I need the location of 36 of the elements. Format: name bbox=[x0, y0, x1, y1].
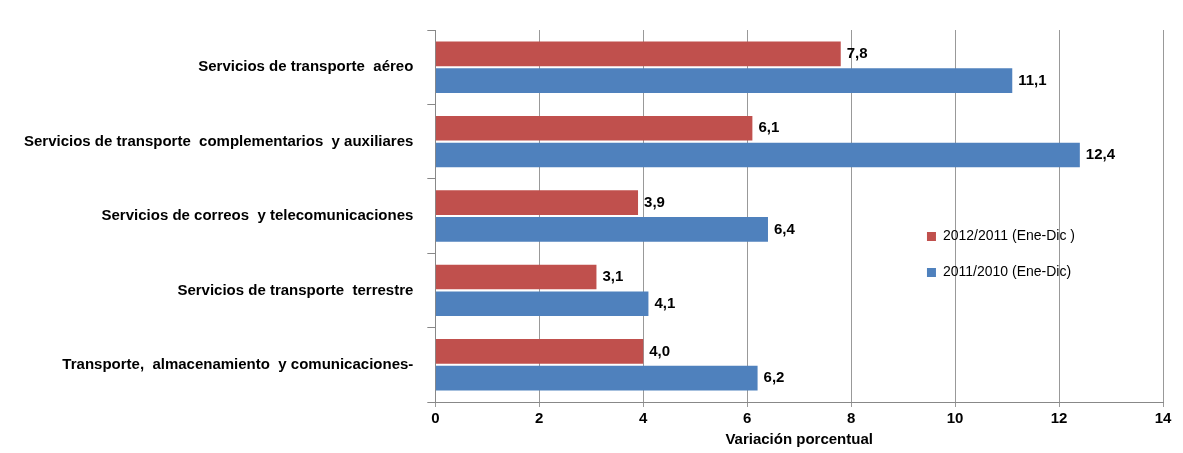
x-tick-label: 6 bbox=[743, 409, 752, 427]
data-label: 3,1 bbox=[602, 267, 624, 285]
x-tick-label: 2 bbox=[535, 409, 544, 427]
data-label: 7,8 bbox=[846, 43, 868, 61]
data-label: 3,9 bbox=[644, 192, 665, 210]
y-tick-label: Servicios de transporte aéreo bbox=[198, 57, 414, 75]
y-tick-label: Servicios de transporte terrestre bbox=[177, 280, 414, 298]
data-label: 4,0 bbox=[649, 341, 671, 359]
x-tick-label: 4 bbox=[639, 409, 649, 427]
bar bbox=[435, 291, 649, 317]
bar bbox=[435, 190, 639, 215]
y-tick-label: Servicios de transporte complementarios y auxiliares bbox=[24, 131, 414, 149]
bar bbox=[435, 217, 768, 242]
x-tick-label: 10 bbox=[946, 409, 964, 427]
x-tick-label: 14 bbox=[1154, 409, 1172, 427]
x-axis-title: Variación porcentual bbox=[725, 430, 873, 448]
bar bbox=[435, 264, 597, 290]
bar bbox=[435, 115, 753, 141]
bar bbox=[435, 365, 758, 391]
data-label: 4,1 bbox=[654, 293, 676, 311]
bar bbox=[435, 68, 1013, 93]
y-tick-label: Transporte, almacenamiento y comunicaciones- bbox=[62, 354, 414, 372]
data-label: 6,1 bbox=[758, 118, 780, 136]
bar bbox=[435, 339, 644, 364]
legend-label: 2012/2011 (Ene-Dic ) bbox=[942, 226, 1076, 243]
bar bbox=[435, 142, 1080, 168]
x-tick-label: 8 bbox=[846, 409, 856, 427]
x-tick-label: 12 bbox=[1050, 409, 1068, 427]
data-label: 6,2 bbox=[763, 368, 785, 386]
bar bbox=[435, 41, 841, 67]
data-label: 11,1 bbox=[1018, 70, 1047, 88]
x-tick-label: 0 bbox=[431, 409, 440, 427]
y-tick-label: Servicios de correos y telecomunicaciones bbox=[101, 206, 414, 224]
legend-label: 2011/2010 (Ene-Dic) bbox=[942, 262, 1072, 279]
data-label: 12,4 bbox=[1085, 145, 1116, 163]
data-label: 6,4 bbox=[773, 219, 796, 237]
